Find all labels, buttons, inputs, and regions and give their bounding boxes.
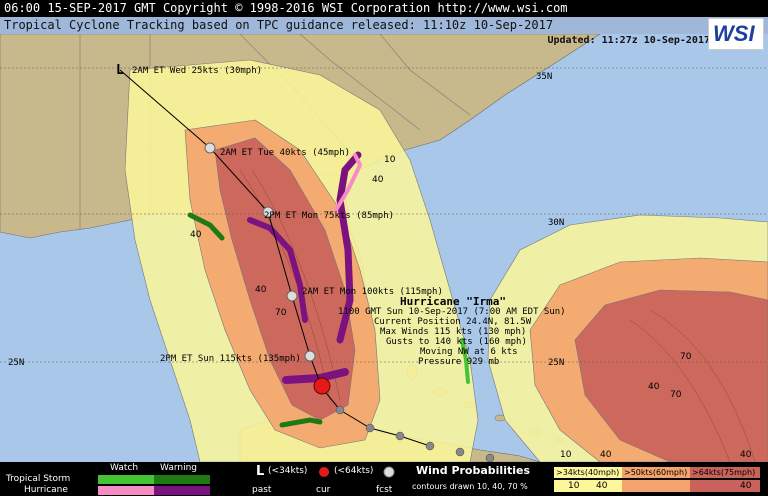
legend-bar: Watch Warning Tropical Storm Hurricane L… <box>0 462 768 496</box>
legend-cur: cur <box>316 485 331 495</box>
lat-label-25n-west: 25N <box>8 358 25 368</box>
track-label-tue: 2AM ET Tue 40kts (45mph) <box>220 148 351 158</box>
storm-winds: Max Winds 115 kts (130 mph) <box>380 327 527 337</box>
storm-moving: Moving NW at 6 kts <box>420 347 518 357</box>
prob-label-40-east-b: 40 <box>600 450 612 460</box>
legend-64kts-prob: >64kts(75mph) <box>692 468 756 477</box>
track-label-mon-pm: 2PM ET Mon 75kts (85mph) <box>264 211 395 221</box>
hurricane-watch-northeast <box>334 153 363 212</box>
low-symbol-map: L <box>116 63 124 78</box>
prob-70-east <box>574 289 768 462</box>
updated-time: Updated: 11:27z 10-Sep-2017 <box>547 35 710 46</box>
prob-contours <box>239 169 756 462</box>
prob-label-70-east-b: 70 <box>670 390 682 400</box>
forecast-track <box>119 69 431 447</box>
ts-warning-panhandle <box>187 212 225 241</box>
prob-70-cone <box>214 137 356 421</box>
swatch-prob-64 <box>690 467 760 478</box>
legend-scale-40b: 40 <box>740 481 752 491</box>
swatch-prob-50 <box>622 467 690 478</box>
prob-label-40-east: 40 <box>648 382 660 392</box>
legend-low-symbol: L <box>256 464 265 479</box>
legend-warning: Warning <box>160 463 198 473</box>
legend-contours: contours drawn 10, 40, 70 % <box>412 482 528 491</box>
storm-info: Hurricane "Irma" 1100 GMT Sun 10-Sep-201… <box>338 295 566 367</box>
swatch-prob-scale <box>554 480 760 492</box>
storm-pressure: Pressure 929 mb <box>418 357 500 367</box>
prob-label-40: 40 <box>190 230 202 240</box>
legend-34kts-prob: >34kts(40mph) <box>556 468 620 477</box>
header-guidance: Tropical Cyclone Tracking based on TPC g… <box>0 17 768 34</box>
lat-label-35n: 35N <box>536 72 553 82</box>
legend-34kts: (<34kts) <box>268 466 308 476</box>
forecast-storm-icon <box>383 466 395 478</box>
header-copyright: 06:00 15-SEP-2017 GMT Copyright © 1998-2… <box>0 0 768 17</box>
lat-label-30n: 30N <box>548 218 565 228</box>
current-storm-icon <box>319 467 329 477</box>
prob-label-40-ne: 40 <box>372 175 384 185</box>
storm-position: Current Position 24.4N, 81.5W <box>374 317 532 327</box>
track-label-sun: 2PM ET Sun 115kts (135mph) <box>160 354 301 364</box>
swatch-ts-warning <box>154 475 210 484</box>
ts-warning-cuba <box>279 417 323 428</box>
swatch-hu-watch <box>98 486 154 495</box>
ts-watch-bahamas <box>460 338 470 384</box>
current-position-marker <box>313 377 331 395</box>
prob-label-40-east-c: 40 <box>740 450 752 460</box>
prob-label-40b: 40 <box>255 285 267 295</box>
legend-tropical-storm: Tropical Storm <box>6 474 71 484</box>
legend-fcst: fcst <box>376 485 393 495</box>
prob-label-70-east: 70 <box>680 352 692 362</box>
swatch-ts-watch <box>98 475 154 484</box>
legend-hurricane: Hurricane <box>24 485 68 495</box>
forecast-symbols <box>204 142 316 362</box>
legend-scale-40: 40 <box>596 481 608 491</box>
prob-label-10-east: 10 <box>560 450 572 460</box>
legend-watch: Watch <box>110 463 139 473</box>
prob-label-70: 70 <box>275 308 287 318</box>
hurricane-warning-east <box>336 151 362 344</box>
lat-lines <box>0 67 768 363</box>
legend-64kts: (<64kts) <box>334 466 374 476</box>
legend-past: past <box>252 485 272 495</box>
legend-50kts-prob: >50kts(60mph) <box>624 468 688 477</box>
storm-time: 1100 GMT Sun 10-Sep-2017 (7:00 AM EDT Su… <box>338 307 566 317</box>
swatch-hu-warning <box>154 486 210 495</box>
map-canvas <box>0 34 768 462</box>
legend-wind-probabilities: Wind Probabilities <box>416 464 531 477</box>
past-track-icons <box>335 405 495 462</box>
hurricane-warning-west <box>247 217 308 323</box>
storm-gusts: Gusts to 140 kts (160 mph) <box>386 337 527 347</box>
prob-label-10: 10 <box>384 155 396 165</box>
swatch-prob-34 <box>554 467 622 478</box>
legend-scale-10: 10 <box>568 481 580 491</box>
wsi-logo: WSI <box>708 18 764 50</box>
track-label-wed: 2AM ET Wed 25kts (30mph) <box>132 66 263 76</box>
lat-label-25n-east: 25N <box>548 358 565 368</box>
track-label-mon-am: 2AM ET Mon 100kts (115mph) <box>302 287 443 297</box>
storm-title: Hurricane "Irma" <box>400 295 506 308</box>
